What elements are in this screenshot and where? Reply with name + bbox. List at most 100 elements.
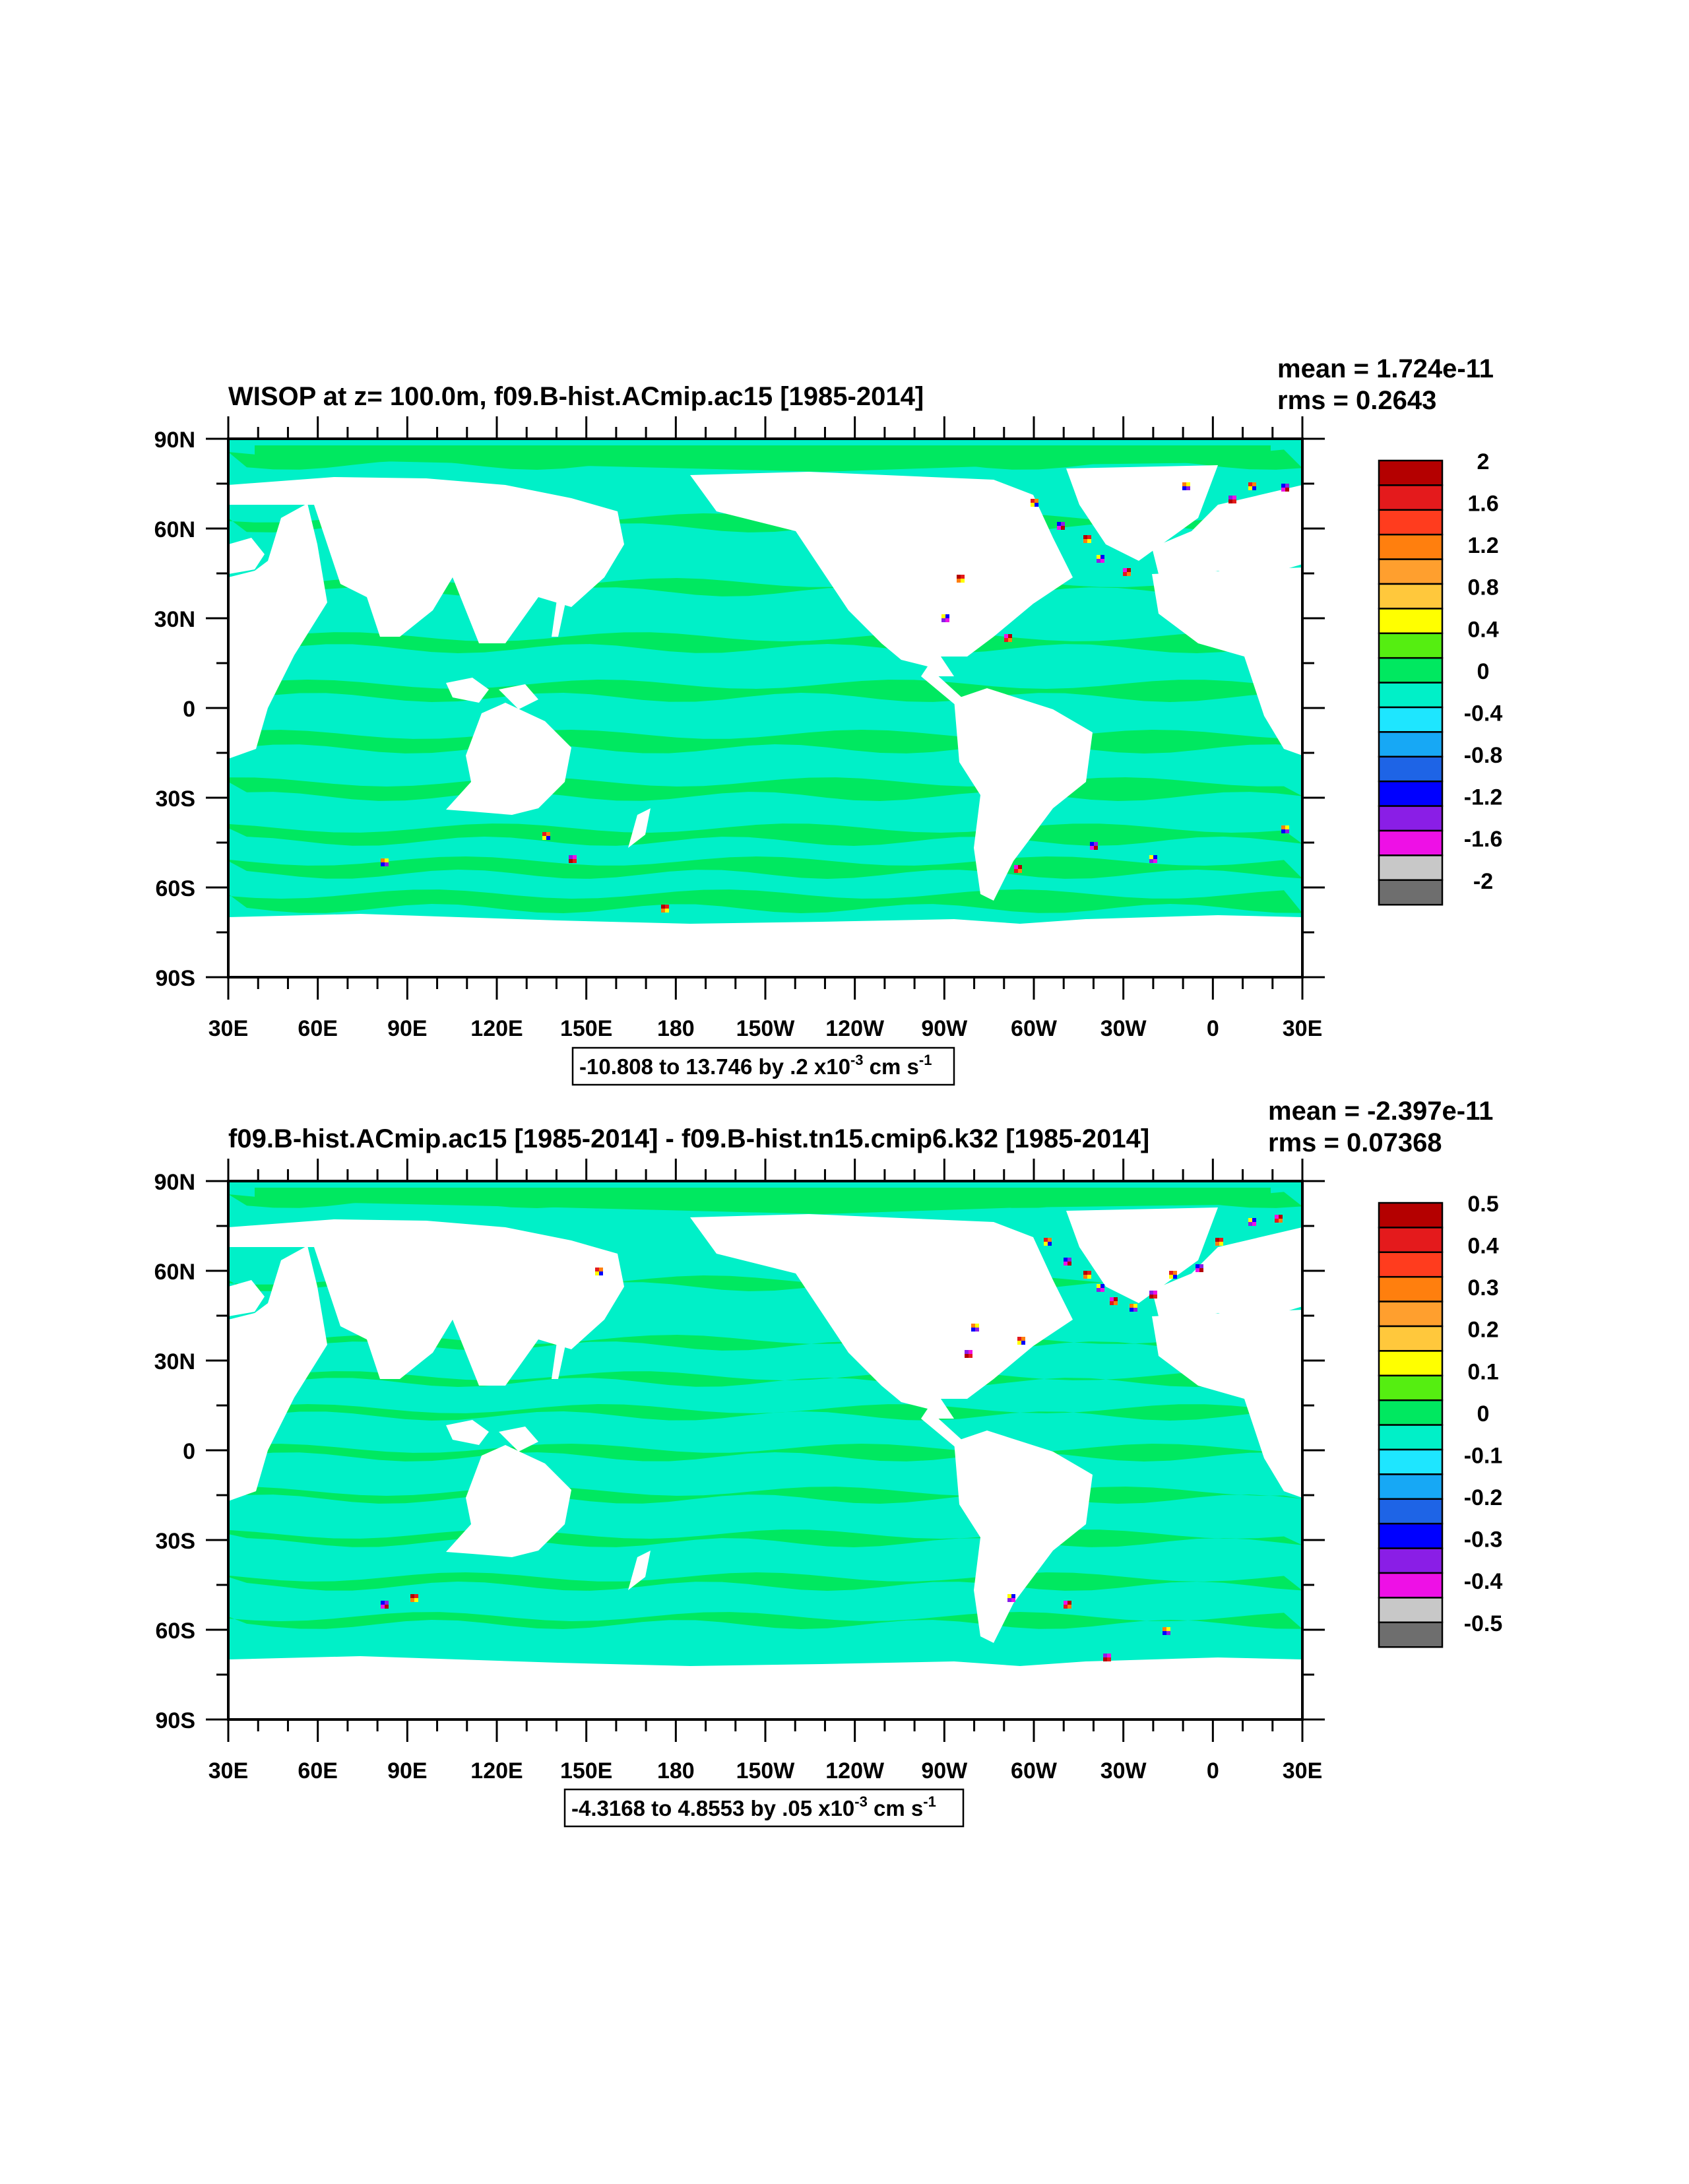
lat-label: 0 <box>183 697 195 722</box>
anomaly-cell <box>1149 1291 1153 1295</box>
land-mass <box>228 538 265 574</box>
anomaly-cell <box>1008 638 1012 642</box>
panel-2-map <box>228 1181 1302 1719</box>
colorbar-swatch <box>1378 706 1444 733</box>
lon-label: 120W <box>825 1758 885 1783</box>
colorbar-swatch <box>1378 755 1444 783</box>
anomaly-cell <box>1044 1242 1048 1246</box>
colorbar-label: 0.5 <box>1467 1192 1498 1217</box>
panel-2-mean: mean = -2.397e-11 <box>1268 1097 1493 1126</box>
anomaly-cell <box>961 575 965 579</box>
land-mass <box>1152 1310 1302 1498</box>
anomaly-cell <box>1064 1258 1068 1262</box>
panel-2-range-unit: cm s <box>868 1796 923 1820</box>
panel-2-colorbar: 0.5 0.4 0.3 0.2 0.1 0 -0.1 -0.2 -0.3 -0.4 -0.5 <box>1378 1192 1503 1648</box>
colorbar-swatch <box>1378 484 1444 511</box>
svg-text:-10.808 to 13.746 by .2 x10-3: -10.808 to 13.746 by .2 x10-3 cm s-1 <box>579 1052 932 1079</box>
anomaly-cell <box>1252 482 1256 486</box>
anomaly-cell <box>1123 572 1127 576</box>
anomaly-cell <box>1004 638 1008 642</box>
anomaly-cell <box>1123 568 1127 572</box>
panel-1-map <box>228 439 1302 977</box>
land-mass <box>628 1551 651 1590</box>
land-mass <box>499 1427 538 1452</box>
lat-label: 90S <box>156 1708 196 1733</box>
panel-2-rms: rms = 0.07368 <box>1268 1128 1442 1157</box>
colorbar-swatch <box>1378 1275 1444 1302</box>
colorbar-swatch <box>1378 558 1444 585</box>
anomaly-cell <box>1090 846 1094 850</box>
anomaly-cell <box>1100 555 1104 559</box>
anomaly-cell <box>599 1268 603 1271</box>
anomaly-cell <box>1248 486 1252 490</box>
land-mass <box>921 1409 964 1452</box>
anomaly-cell <box>1097 1284 1100 1288</box>
ocean-band <box>228 1444 1302 1461</box>
anomaly-cell <box>1094 842 1098 846</box>
anomaly-cell <box>1083 535 1087 539</box>
anomaly-cell <box>1285 488 1289 492</box>
colorbar-label: -1.2 <box>1464 785 1503 810</box>
colorbar-swatch <box>1378 1522 1444 1549</box>
anomaly-cell <box>1166 1627 1170 1631</box>
lon-label: 180 <box>657 1758 695 1783</box>
anomaly-cell <box>1215 1238 1219 1242</box>
anomaly-cell <box>542 832 546 836</box>
panel-1-title: WISOP at z= 100.0m, f09.B-hist.ACmip.ac1… <box>228 382 924 411</box>
anomaly-cell <box>573 859 577 863</box>
panel-1-rms: rms = 0.2643 <box>1277 386 1436 415</box>
colorbar-swatch <box>1378 854 1444 882</box>
anomaly-cell <box>1057 526 1061 530</box>
anomaly-cell <box>969 1350 972 1354</box>
colorbar-label: -0.1 <box>1464 1443 1503 1468</box>
anomaly-cell <box>1031 503 1035 507</box>
land-mass <box>499 684 538 709</box>
land-mass <box>228 1280 265 1316</box>
anomaly-cell <box>1248 1222 1252 1226</box>
anomaly-cell <box>569 855 573 859</box>
colorbar-swatch <box>1378 879 1444 906</box>
panel-2-lat-labels: 90N 60N 30N 0 30S 60S 90S <box>154 1170 195 1733</box>
anomaly-cell <box>1110 1301 1114 1305</box>
lon-label: 60E <box>298 1758 338 1783</box>
ocean-band <box>228 680 1302 702</box>
colorbar-swatch <box>1378 780 1444 807</box>
colorbar-label: -0.5 <box>1464 1611 1503 1636</box>
lon-label: 150W <box>736 1016 796 1041</box>
colorbar-label: -1.6 <box>1464 827 1503 852</box>
anomaly-cell <box>385 1601 389 1605</box>
anomaly-cell <box>1097 559 1100 563</box>
colorbar-swatch <box>1378 1227 1444 1254</box>
anomaly-cell <box>414 1594 418 1598</box>
lat-label: 60S <box>156 876 196 901</box>
panel-1-colorbar: 2 1.6 1.2 0.8 0.4 0 -0.4 -0.8 -1.2 -1.6 -2 <box>1378 449 1503 906</box>
anomaly-cell <box>1007 1598 1011 1602</box>
anomaly-cell <box>1182 482 1186 486</box>
panel-2: f09.B-hist.ACmip.ac15 [1985-2014] - f09.… <box>154 1097 1503 1828</box>
anomaly-cell <box>1127 572 1131 576</box>
anomaly-cell <box>1153 855 1157 859</box>
colorbar-swatch <box>1378 1301 1444 1328</box>
colorbar-label: 0.4 <box>1467 617 1498 642</box>
anomaly-cell <box>381 862 385 866</box>
anomaly-cell <box>1064 1262 1068 1266</box>
colorbar-label: 1.2 <box>1467 533 1498 558</box>
panel-2-ticks <box>206 1159 1325 1742</box>
lat-label: 30N <box>154 607 195 632</box>
anomaly-cell <box>381 1601 385 1605</box>
land-mass <box>954 688 1093 901</box>
anomaly-cell <box>1103 1654 1107 1657</box>
colorbar-swatch <box>1378 1350 1444 1377</box>
colorbar-swatch <box>1378 829 1444 856</box>
panel-2-range-box: -4.3168 to 4.8553 by .05 x10-3 cm s-1 <box>563 1788 965 1828</box>
anomaly-cell <box>941 618 945 622</box>
lat-label: 0 <box>183 1439 195 1464</box>
anomaly-cell <box>1048 1238 1052 1242</box>
anomaly-cell <box>971 1328 975 1332</box>
anomaly-cell <box>599 1271 603 1275</box>
anomaly-cell <box>1232 499 1236 503</box>
anomaly-cell <box>1064 1601 1068 1605</box>
anomaly-cell <box>945 618 949 622</box>
anomaly-cell <box>1083 1271 1087 1275</box>
